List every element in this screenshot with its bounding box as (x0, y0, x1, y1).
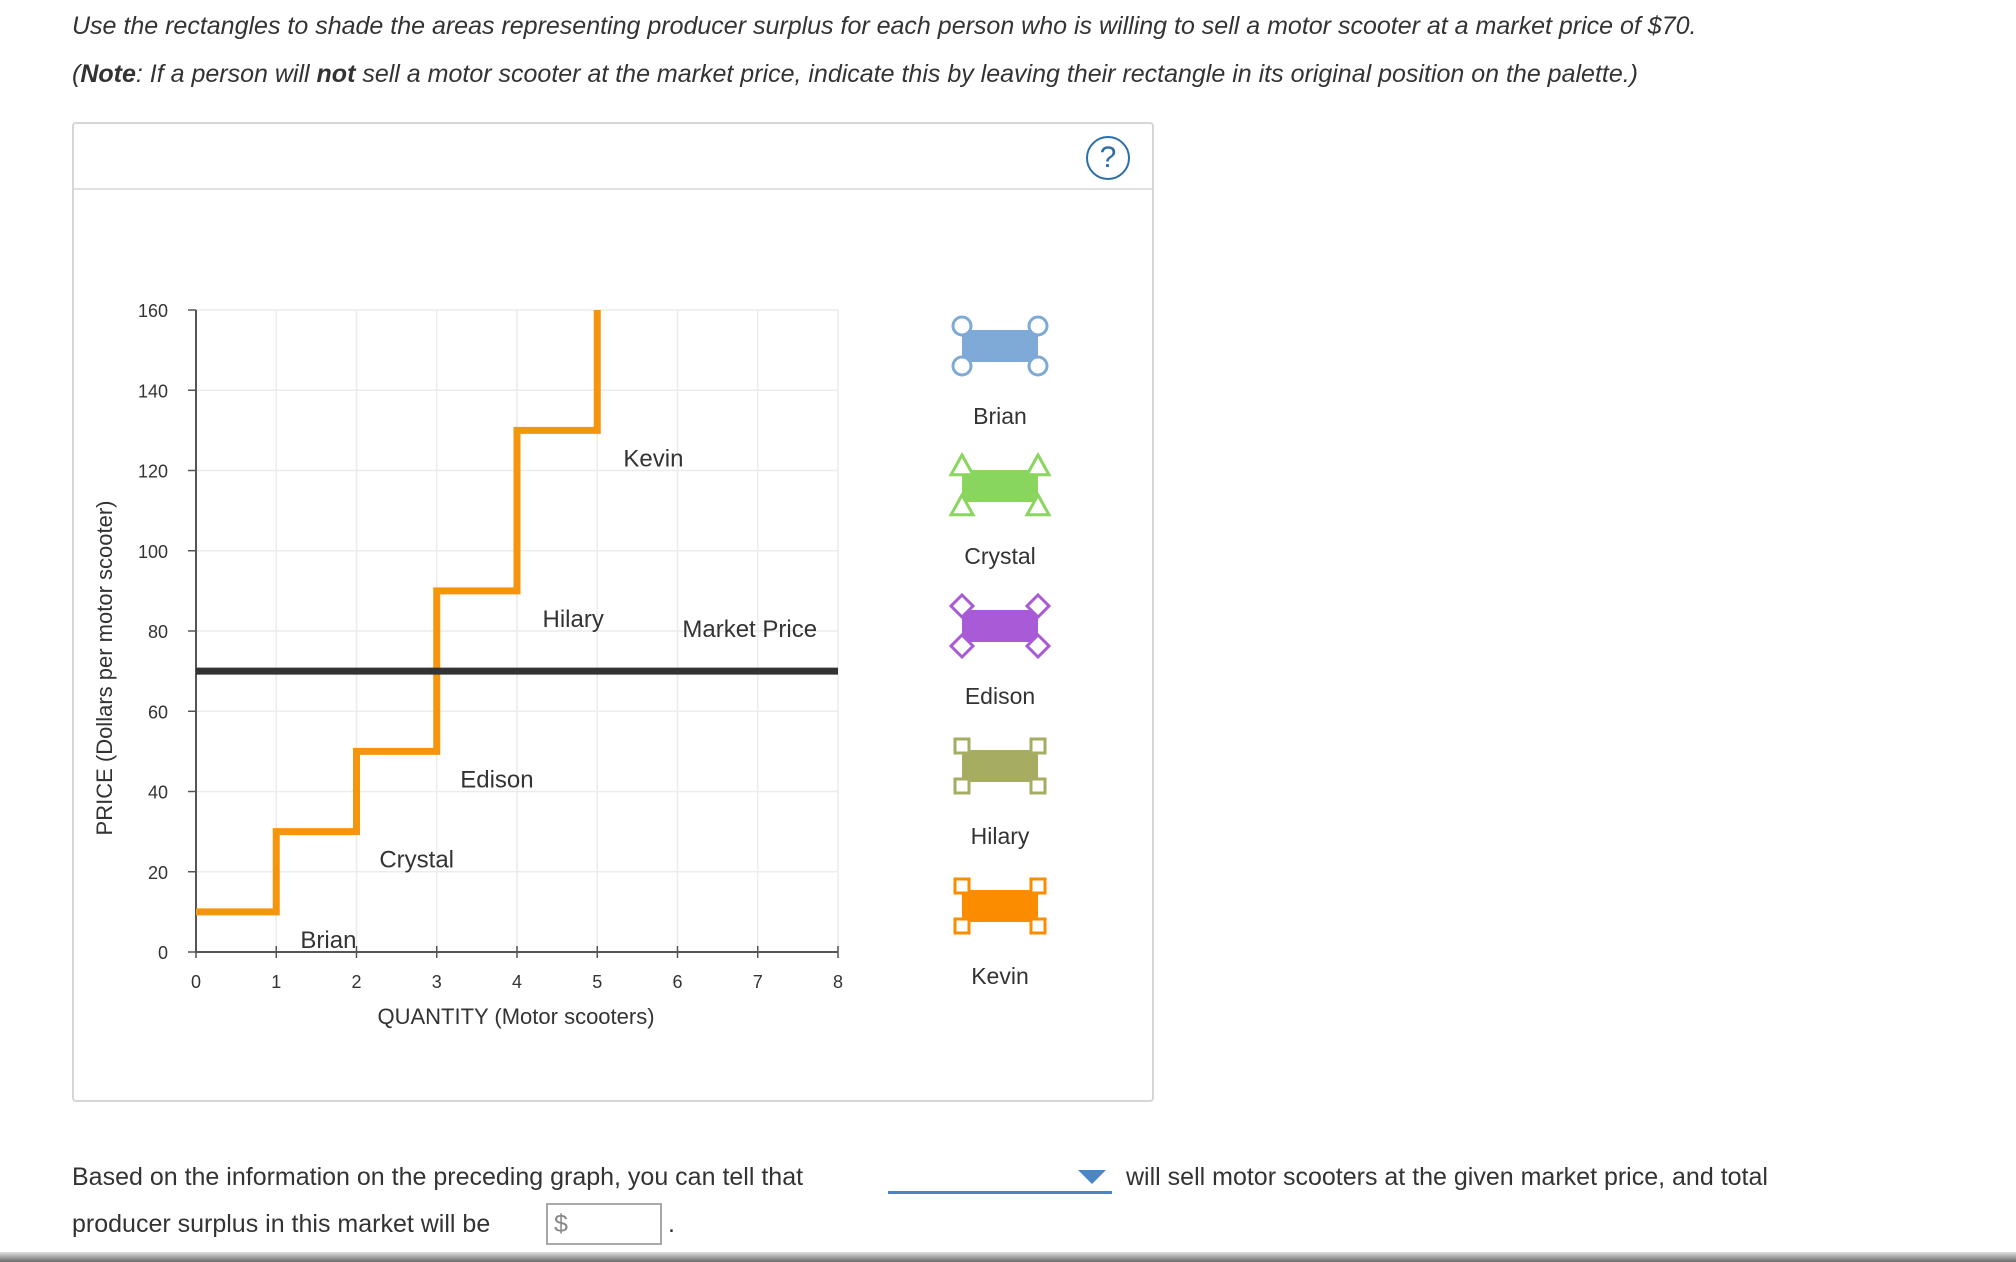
palette-handle-crystal[interactable] (948, 491, 976, 517)
producer-surplus-field[interactable]: $ (546, 1203, 662, 1245)
x-axis-label: QUANTITY (Motor scooters) (377, 1004, 654, 1029)
palette-handle-brian[interactable] (951, 355, 973, 377)
palette-label-crystal: Crystal (964, 543, 1036, 569)
annotations: Brian Crystal Edison Hilary Kevin Market Pric… (300, 445, 817, 954)
y-tick-label: 20 (148, 863, 168, 883)
palette-item-crystal[interactable]: Crystal (948, 451, 1052, 569)
graph-panel: ? 0 1 2 3 4 5 6 7 8 0 20 40 60 80 100 120 140 160 Brian Cr… (72, 122, 1154, 1102)
x-tick-label: 8 (833, 972, 843, 992)
palette-handle-edison[interactable] (1024, 632, 1052, 660)
x-tick-label: 2 (351, 972, 361, 992)
palette-handle-edison[interactable] (948, 632, 976, 660)
instruction-line-2: (Note: If a person will not sell a motor… (72, 60, 1638, 89)
palette-item-edison[interactable]: Edison (948, 592, 1052, 709)
annotation-brian: Brian (300, 927, 356, 954)
palette-handle-brian[interactable] (951, 315, 973, 337)
annotation-edison: Edison (460, 766, 533, 793)
palette-handle-brian[interactable] (1027, 315, 1049, 337)
supply-step-curve (196, 310, 601, 916)
instruction-note-label: Note (80, 60, 136, 88)
palette-handle-kevin[interactable] (1029, 917, 1047, 935)
palette-rect-edison[interactable] (962, 610, 1038, 642)
palette-item-brian[interactable]: Brian (951, 315, 1049, 429)
question-text-before: Based on the information on the precedin… (72, 1163, 804, 1191)
palette-item-hilary[interactable]: Hilary (953, 737, 1047, 849)
x-tick-label: 1 (271, 972, 281, 992)
annotation-kevin: Kevin (623, 445, 683, 472)
question-period: . (668, 1210, 675, 1238)
producer-surplus-input[interactable] (574, 1207, 662, 1243)
x-tick-label: 5 (592, 972, 602, 992)
chevron-down-icon (1078, 1170, 1106, 1184)
annotation-market-price: Market Price (682, 616, 817, 643)
question-line-2: producer surplus in this market will be (72, 1210, 491, 1238)
palette-rect-brian[interactable] (962, 330, 1038, 362)
annotation-crystal: Crystal (379, 847, 454, 874)
question-text-after: will sell motor scooters at the given ma… (1126, 1163, 1768, 1191)
help-button[interactable]: ? (1086, 136, 1130, 180)
palette-label-kevin: Kevin (971, 963, 1029, 989)
palette-handle-edison[interactable] (1024, 592, 1052, 620)
y-tick-label: 140 (138, 381, 168, 401)
instruction-text-2a: : If a person will (135, 60, 317, 88)
palette-handle-hilary[interactable] (1029, 737, 1047, 755)
currency-prefix: $ (554, 1210, 568, 1238)
x-tick-label: 6 (672, 972, 682, 992)
y-axis-label: PRICE (Dollars per motor scooter) (92, 501, 117, 836)
x-tick-label: 3 (432, 972, 442, 992)
palette-handle-crystal[interactable] (1024, 491, 1052, 517)
instruction-text-1: Use the rectangles to shade the areas re… (72, 12, 1697, 40)
palette-label-edison: Edison (965, 683, 1035, 709)
palette-handle-hilary[interactable] (953, 737, 971, 755)
instruction-paren-open: ( (72, 60, 81, 88)
y-tick-label: 120 (138, 462, 168, 482)
y-tick-label: 160 (138, 301, 168, 321)
x-tick-label: 4 (512, 972, 522, 992)
palette-handle-kevin[interactable] (953, 877, 971, 895)
palette-handle-hilary[interactable] (1029, 777, 1047, 795)
palette-rect-hilary[interactable] (962, 750, 1038, 782)
sellers-dropdown[interactable] (888, 1160, 1112, 1194)
panel-header: ? (74, 124, 1152, 190)
instruction-line-1: Use the rectangles to shade the areas re… (72, 12, 1696, 41)
question-line-1: Based on the information on the precedin… (72, 1163, 803, 1192)
y-tick-label: 80 (148, 622, 168, 642)
palette-handle-kevin[interactable] (1029, 877, 1047, 895)
bottom-edge-bar (0, 1252, 2016, 1262)
palette-item-kevin[interactable]: Kevin (953, 877, 1047, 989)
x-tick-label: 0 (191, 972, 201, 992)
palette-handle-crystal[interactable] (1024, 451, 1052, 477)
instruction-not-label: not (316, 60, 356, 88)
palette-label-brian: Brian (973, 403, 1027, 429)
palette-handle-kevin[interactable] (953, 917, 971, 935)
annotation-hilary: Hilary (543, 606, 604, 633)
palette-handle-edison[interactable] (948, 592, 976, 620)
palette-handle-brian[interactable] (1027, 355, 1049, 377)
x-tick-label: 7 (753, 972, 763, 992)
series (196, 310, 838, 916)
rectangle-palette: Brian Crystal Edison Hilary Kevin (948, 315, 1052, 989)
y-tick-label: 60 (148, 702, 168, 722)
palette-label-hilary: Hilary (971, 823, 1030, 849)
palette-handle-hilary[interactable] (953, 777, 971, 795)
y-tick-label: 0 (158, 943, 168, 963)
y-tick-label: 40 (148, 783, 168, 803)
instruction-text-2b: sell a motor scooter at the market price… (355, 60, 1639, 88)
palette-rect-kevin[interactable] (962, 890, 1038, 922)
y-tick-label: 100 (138, 542, 168, 562)
palette-handle-crystal[interactable] (948, 451, 976, 477)
